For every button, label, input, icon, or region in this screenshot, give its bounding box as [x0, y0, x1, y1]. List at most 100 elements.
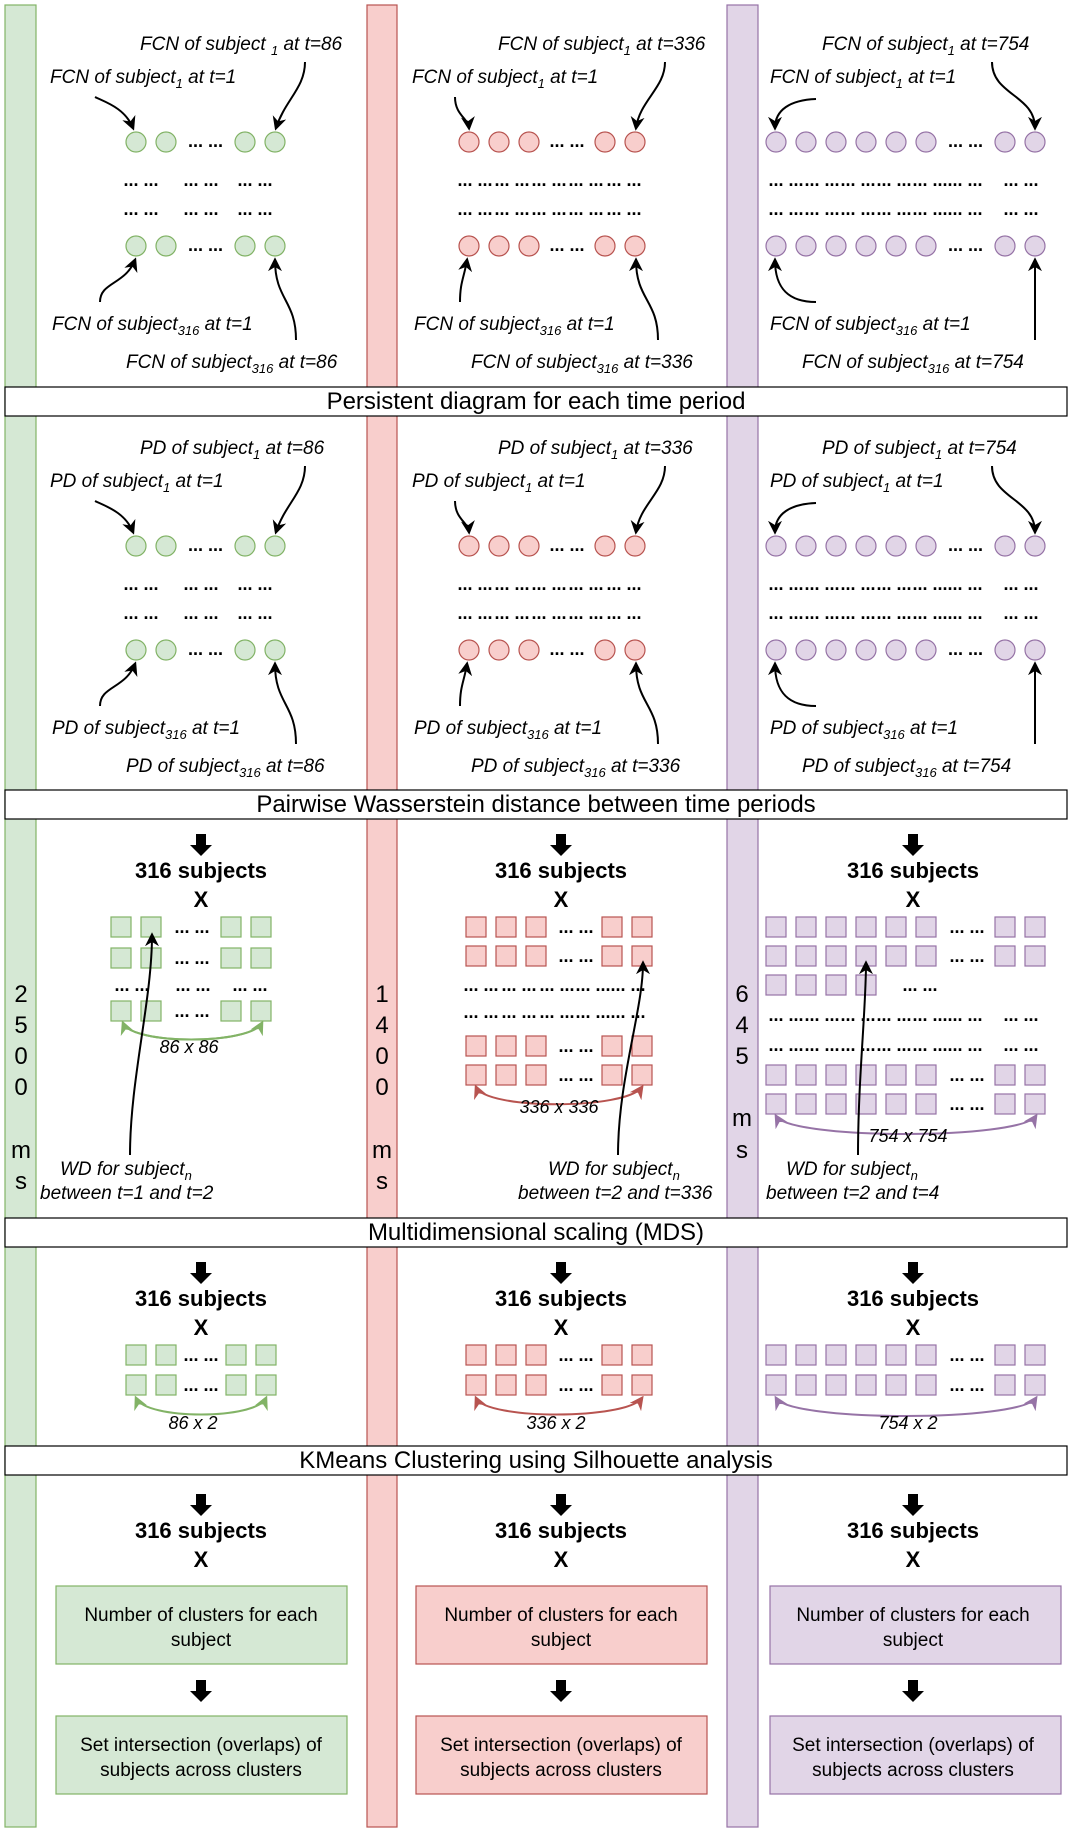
set-intersection-box [415, 1715, 708, 1795]
pointer-arrow [629, 661, 659, 745]
label-bottom-left: PD of subject316 at t=1 [414, 718, 602, 742]
ellipsis: ... ... [531, 170, 566, 190]
box-text: Number of clusters for each [84, 1605, 317, 1626]
matrix-cell [220, 947, 242, 969]
label-text: at t=86 [273, 352, 337, 373]
matrix-cell [155, 1374, 177, 1396]
subjects-count: 316 subjects [495, 858, 627, 883]
label-bottom-right: PD of subject316 at t=86 [126, 756, 325, 780]
times-symbol: X [554, 1547, 569, 1572]
matrix-cell [631, 1374, 653, 1396]
ellipsis: ... ... [912, 170, 947, 190]
set-intersection-box [769, 1715, 1062, 1795]
header-kmeans [4, 1445, 1068, 1476]
node-circle [855, 235, 877, 257]
matrix-cell [250, 916, 272, 938]
label-text: at t=754 [937, 756, 1011, 777]
label-text: at t=1 [905, 718, 958, 739]
duration-char: 5 [735, 1043, 748, 1070]
matrix-cell [631, 1344, 653, 1366]
label-top-left: FCN of subject1 at t=1 [770, 67, 956, 91]
label-text: PD of subject [822, 438, 936, 459]
node-circle [264, 235, 286, 257]
ellipsis: ... ... [804, 603, 839, 623]
wd-label-line2: between t=2 and t=336 [518, 1183, 713, 1204]
matrix-cell [795, 1374, 817, 1396]
node-circle [915, 535, 937, 557]
ellipsis: ... ... [804, 170, 839, 190]
label-subscript: 316 [584, 765, 606, 780]
node-circle [624, 535, 646, 557]
matrix-cell [525, 1344, 547, 1366]
matrix-cell [885, 1344, 907, 1366]
matrix-cell [525, 1035, 547, 1057]
ellipsis: ... ... [494, 574, 529, 594]
node-circle [518, 131, 540, 153]
clusters-count-box [415, 1585, 708, 1665]
ellipsis: ... ... [912, 199, 947, 219]
ellipsis: ... ... [1003, 603, 1038, 623]
matrix-cell [765, 1344, 787, 1366]
subjects-count: 316 subjects [847, 1518, 979, 1543]
ellipsis: ... ... [1003, 1005, 1038, 1025]
label-top-right: FCN of subject1 at t=336 [498, 34, 706, 58]
node-circle [488, 131, 510, 153]
wd-matrix-size: 336 x 336 [519, 1097, 599, 1117]
node-circle [855, 639, 877, 661]
label-subscript: 1 [948, 43, 955, 58]
duration-char: m [11, 1137, 31, 1164]
ellipsis: ... ... [549, 639, 584, 659]
matrix-cell [765, 1374, 787, 1396]
matrix-cell [601, 1035, 623, 1057]
down-arrow [902, 1262, 924, 1284]
header-persistent-diagram [4, 386, 1068, 417]
wd-matrix-size: 754 x 754 [868, 1126, 947, 1146]
times-symbol: X [554, 887, 569, 912]
matrix-cell [220, 916, 242, 938]
subjects-count: 316 subjects [847, 858, 979, 883]
ellipsis: ... ... [606, 170, 641, 190]
pointer-arrow [268, 257, 297, 341]
down-arrow [902, 1494, 924, 1516]
ellipsis: ... ... [912, 574, 947, 594]
box-text: subject [531, 1630, 592, 1651]
label-text: WD for subject [548, 1159, 673, 1180]
matrix-cell [994, 1064, 1016, 1086]
duration-char: s [376, 1168, 388, 1195]
matrix-cell [825, 1344, 847, 1366]
node-circle [155, 639, 177, 661]
label-subscript: 316 [597, 361, 619, 376]
node-circle [458, 235, 480, 257]
ellipsis: ... ... [232, 975, 267, 995]
ellipsis: ... ... [949, 946, 984, 966]
node-circle [594, 131, 616, 153]
ellipsis: ... ... [174, 948, 209, 968]
ellipsis: ... ... [188, 235, 223, 255]
pointer-arrow [94, 96, 136, 131]
ellipsis: ... ... [948, 235, 983, 255]
node-circle [125, 639, 147, 661]
subjects-count: 316 subjects [847, 1286, 979, 1311]
down-arrow [190, 1494, 212, 1516]
ellipsis: ... ... [876, 603, 911, 623]
ellipsis: ... ... [949, 1065, 984, 1085]
ellipsis: ... ... [876, 1005, 911, 1025]
matrix-cell [855, 1374, 877, 1396]
ellipsis: ... ... [575, 1002, 610, 1022]
node-circle [624, 131, 646, 153]
matrix-cell [915, 1344, 937, 1366]
ellipsis: ... ... [114, 975, 149, 995]
duration-char: 0 [375, 1043, 388, 1070]
ellipsis: ... ... [174, 917, 209, 937]
matrix-cell [255, 1374, 277, 1396]
ellipsis: ... ... [494, 170, 529, 190]
node-circle [458, 639, 480, 661]
ellipsis: ... ... [876, 1035, 911, 1055]
node-circle [915, 639, 937, 661]
label-subscript: 316 [915, 765, 937, 780]
ellipsis: ... ... [549, 235, 584, 255]
ellipsis: ... ... [902, 975, 937, 995]
duration-char: 2 [14, 981, 27, 1008]
subjects-count: 316 subjects [495, 1518, 627, 1543]
ellipsis: ... ... [606, 574, 641, 594]
